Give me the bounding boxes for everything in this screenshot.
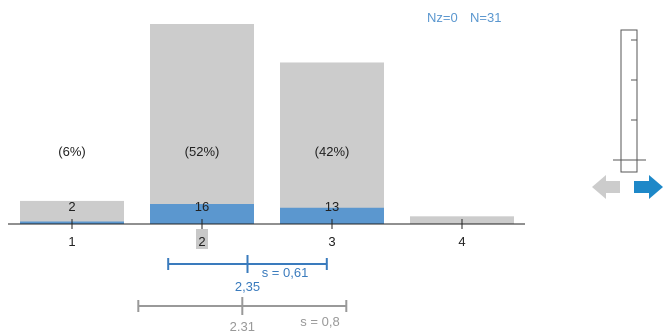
count-bar-2 [150, 204, 254, 224]
percent-label-1: (6%) [58, 144, 85, 159]
background-bars [20, 24, 514, 224]
current-sd-label: s = 0,61 [262, 265, 309, 280]
percent-label-3: (42%) [315, 144, 350, 159]
value-label-2: 16 [195, 199, 209, 214]
percent-labels: (6%) (52%) (42%) [58, 144, 349, 159]
highlight-marker [196, 229, 208, 249]
background-bar-1 [20, 200, 124, 224]
reference-mean-label: 2.31 [230, 319, 255, 334]
n-count: N=31 [470, 10, 501, 25]
side-scale-frame [620, 29, 638, 173]
category-label-2: 2 [198, 234, 205, 249]
current-mean-label: 2,35 [235, 279, 260, 294]
arrow-right-icon [634, 175, 663, 199]
x-ticks [71, 219, 463, 229]
category-labels: 1 2 3 4 [68, 229, 466, 249]
side-scale [613, 29, 646, 173]
percent-label-2: (52%) [185, 144, 220, 159]
value-labels: 2 16 13 [68, 199, 339, 214]
current-stats-bar: 2,35s = 0,61 [167, 255, 328, 294]
prev-button[interactable] [592, 175, 620, 199]
arrow-left-icon [592, 175, 620, 199]
background-bar-3 [280, 62, 384, 224]
category-label-1: 1 [68, 234, 75, 249]
nz-count: Nz=0 [427, 10, 458, 25]
value-label-1: 2 [68, 199, 75, 214]
count-bar-3 [280, 207, 384, 224]
next-button[interactable] [634, 175, 663, 199]
category-label-4: 4 [458, 234, 465, 249]
reference-sd-label: s = 0,8 [300, 314, 339, 329]
background-bar-2 [150, 24, 254, 224]
value-label-3: 13 [325, 199, 339, 214]
reference-stats-bar: 2.31 s = 0,8 [137, 297, 348, 334]
category-label-3: 3 [328, 234, 335, 249]
